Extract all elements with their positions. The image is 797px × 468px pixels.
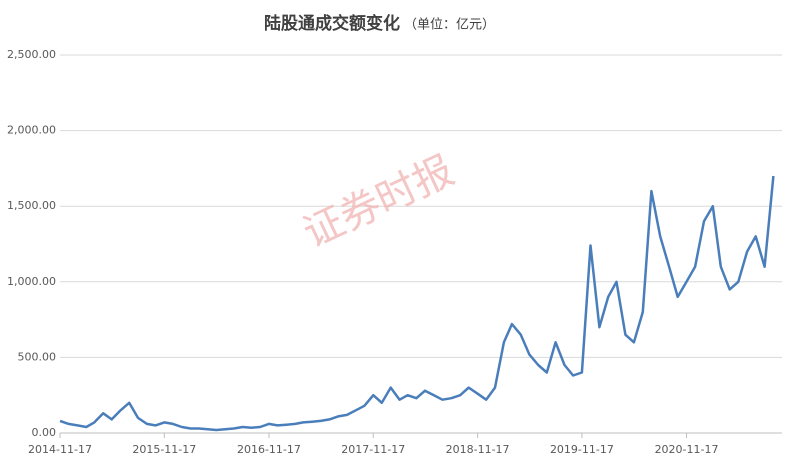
data-line	[59, 175, 775, 432]
watermark: 证券时报	[297, 148, 461, 257]
x-tick-label: 2017-11-17	[341, 443, 405, 456]
x-tick-label: 2018-11-17	[446, 443, 510, 456]
chart-subtitle: （单位：亿元）	[404, 18, 495, 33]
y-tick-label: 1,500.00	[7, 199, 56, 212]
y-tick-label: 2,500.00	[7, 48, 56, 61]
chart-title: 陆股通成交额变化	[264, 13, 400, 34]
x-tick-label: 2020-11-17	[655, 443, 719, 456]
x-tick-label: 2015-11-17	[132, 443, 196, 456]
x-tick-label: 2014-11-17	[28, 443, 92, 456]
x-tick-label: 2019-11-17	[550, 443, 614, 456]
y-tick-label: 1,000.00	[7, 275, 56, 288]
y-tick-label: 0.00	[32, 426, 57, 439]
y-tick-label: 2,000.00	[7, 124, 56, 137]
x-tick-label: 2016-11-17	[237, 443, 301, 456]
y-tick-label: 500.00	[18, 350, 57, 363]
